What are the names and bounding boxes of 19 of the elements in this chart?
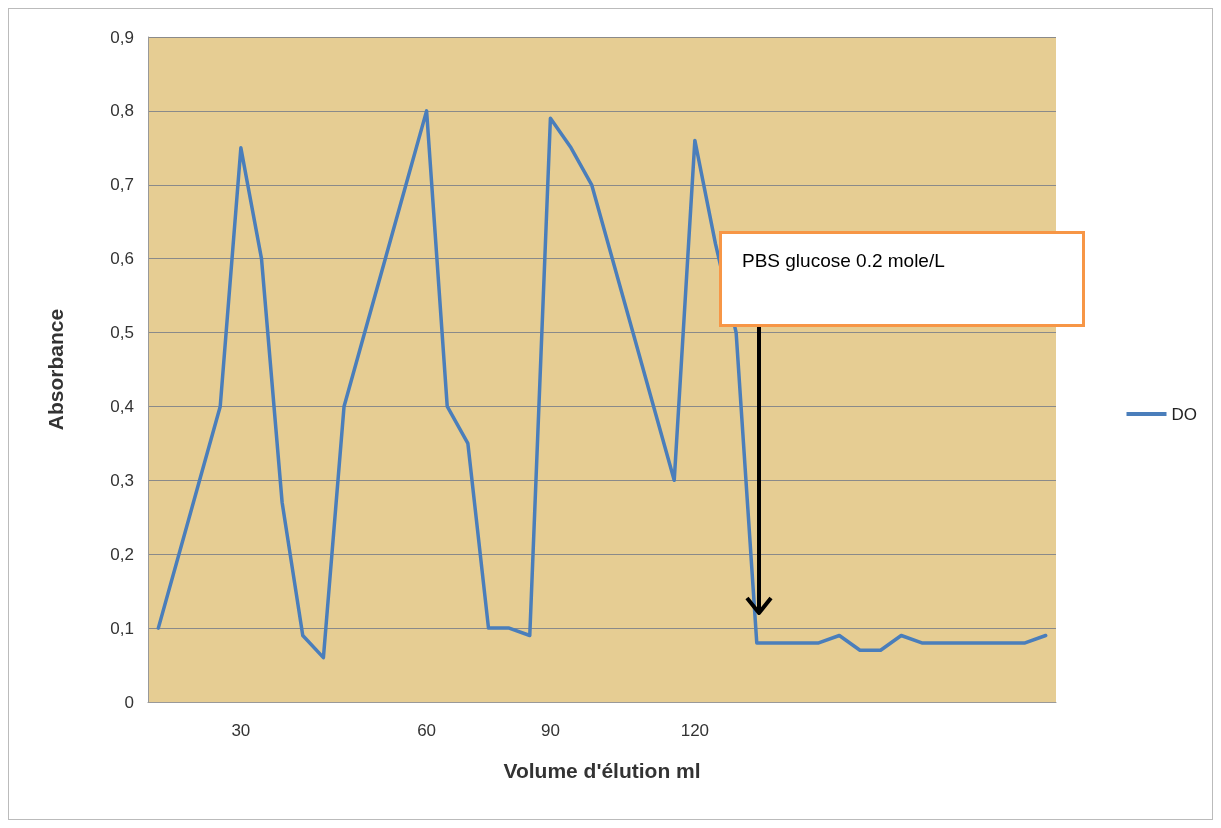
y-tick-label: 0,9 bbox=[110, 27, 134, 47]
x-tick-label: 120 bbox=[680, 721, 710, 740]
legend-label: DO bbox=[1171, 404, 1197, 424]
text-box: PBS glucose 0.2 mole/L bbox=[719, 231, 1085, 327]
y-tick-label: 0,3 bbox=[110, 470, 134, 490]
x-axis-title: Volume d'élution ml bbox=[503, 759, 701, 782]
y-tick-label: 0 bbox=[124, 692, 134, 712]
y-tick-label: 0,2 bbox=[110, 544, 134, 564]
x-tick-label: 60 bbox=[417, 721, 437, 740]
y-axis-title: Absorbance bbox=[44, 308, 67, 431]
y-tick-label: 0,4 bbox=[110, 396, 134, 416]
x-tick-label: 30 bbox=[231, 721, 251, 740]
x-tick-label: 90 bbox=[540, 721, 560, 740]
y-tick-label: 0,6 bbox=[110, 249, 134, 269]
y-tick-label: 0,7 bbox=[110, 175, 134, 195]
line-series bbox=[156, 109, 1048, 660]
y-tick-label: 0,5 bbox=[110, 323, 134, 343]
y-tick-label: 0,8 bbox=[110, 101, 134, 121]
y-tick-label: 0,1 bbox=[110, 618, 134, 638]
